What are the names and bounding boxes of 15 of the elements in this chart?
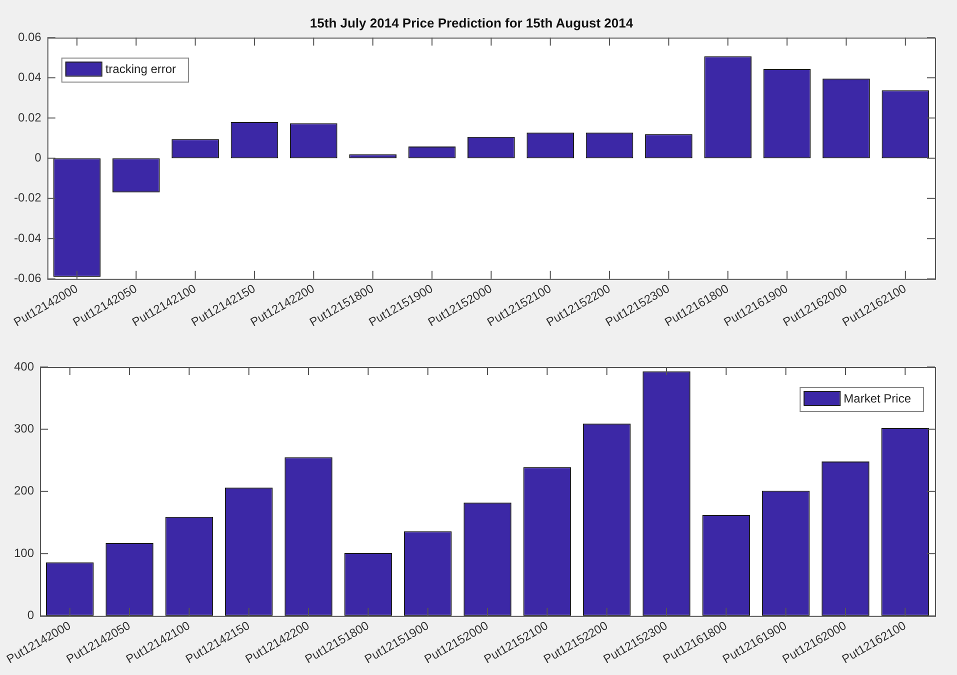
y-tick-label: -0.06	[14, 271, 42, 286]
legend-label: tracking error	[105, 62, 176, 76]
chart-title: 15th July 2014 Price Prediction for 15th August 2014	[310, 15, 634, 30]
legend-label: Market Price	[844, 391, 912, 406]
y-tick-label: 200	[14, 484, 34, 498]
y-tick-label: 0.02	[18, 110, 42, 124]
y-tick-label: 300	[14, 422, 34, 436]
y-tick-label: 0	[34, 150, 42, 165]
y-tick-label: 0.04	[18, 70, 42, 84]
y-tick-label: 0.06	[18, 30, 42, 44]
y-tick-label: -0.02	[14, 190, 42, 205]
y-tick-label: 100	[14, 546, 34, 560]
y-tick-label: 0	[27, 608, 34, 622]
y-tick-label: -0.04	[14, 230, 42, 245]
y-tick-label: 400	[14, 359, 34, 374]
